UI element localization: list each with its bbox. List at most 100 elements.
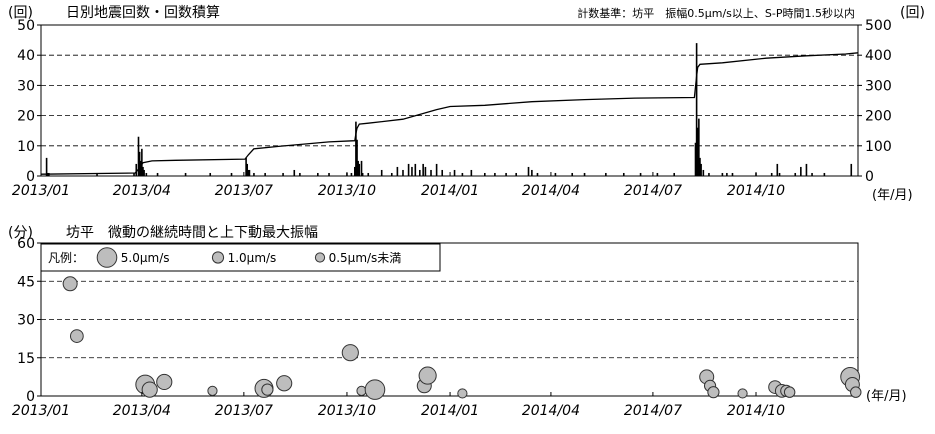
daily-count-bar: [424, 166, 427, 176]
daily-count-bar: [571, 172, 574, 176]
top-xtick-label: 2014/01: [421, 183, 479, 199]
top-xtick-label: 2013/04: [113, 183, 171, 199]
bottom-ytick-label: 60: [17, 236, 35, 252]
daily-count-bar: [361, 172, 364, 176]
daily-count-bar: [414, 163, 417, 176]
top-ylabel-right: (回): [900, 5, 925, 21]
top-y2tick-label: 400: [865, 48, 892, 64]
daily-count-bar: [184, 172, 187, 176]
legend-label: 0.5μm/s未満: [329, 251, 402, 265]
top-xtick-label: 2013/07: [215, 183, 273, 199]
daily-count-bar: [453, 169, 456, 176]
daily-count-bar: [245, 157, 247, 176]
daily-count-bar: [731, 172, 734, 176]
bottom-xtick-label: 2013/04: [113, 403, 171, 419]
daily-count-bar: [673, 172, 676, 176]
daily-count-bar: [721, 172, 724, 176]
bottom-ytick-label: 15: [17, 351, 35, 367]
top-y2tick-label: 100: [865, 139, 892, 155]
daily-count-bar: [137, 136, 140, 176]
tremor-point: [364, 379, 386, 400]
top-ytick-label: 30: [17, 78, 35, 94]
tremor-point: [141, 381, 158, 398]
daily-count-bar: [702, 169, 705, 176]
daily-count-bar: [639, 172, 642, 176]
daily-count-bar: [776, 163, 779, 176]
daily-count-bar: [531, 169, 533, 176]
daily-count-bar: [461, 172, 464, 176]
daily-count-bar: [419, 169, 421, 176]
daily-count-bar: [138, 151, 141, 176]
daily-count-bar: [282, 172, 284, 176]
daily-count-bar: [494, 172, 496, 176]
daily-count-bar: [696, 127, 699, 176]
top-gridlines: [41, 54, 858, 147]
daily-count-bar: [142, 166, 144, 176]
daily-count-bar: [246, 163, 249, 176]
legend-marker: [96, 247, 118, 268]
daily-count-bar: [656, 172, 659, 176]
daily-count-bar: [805, 163, 808, 176]
daily-count-bar: [367, 172, 370, 176]
daily-count-bar: [484, 172, 486, 176]
daily-count-bar: [264, 172, 266, 176]
daily-count-bar: [811, 172, 813, 176]
daily-count-bar: [800, 166, 802, 176]
bottom-xtick-label: 2013/07: [215, 403, 273, 419]
bottom-y-ticks: 0 15 30 45 60: [17, 236, 41, 405]
top-x-ticks: 2013/01 2013/04 2013/07 2013/10 2014/01 2014/…: [12, 172, 785, 199]
tremor-point: [356, 385, 367, 397]
tremor-point: [261, 383, 274, 396]
top-xtick-label: 2013/10: [318, 183, 376, 199]
tremor-point: [70, 329, 84, 343]
bottom-ytick-label: 0: [26, 389, 35, 405]
daily-count-bar: [422, 163, 424, 176]
top-cumulative-line: [40, 52, 859, 175]
daily-count-bar: [358, 163, 361, 176]
bottom-gridlines: [41, 280, 858, 359]
daily-count-bar: [355, 121, 357, 176]
daily-count-bar: [435, 163, 438, 176]
daily-count-bar: [554, 172, 557, 176]
daily-count-bar: [470, 169, 473, 176]
top-y2tick-label: 300: [865, 78, 892, 94]
top-y2-ticks: 0 100 200 300 400 500: [858, 18, 892, 185]
daily-count-bar: [353, 166, 356, 176]
tremor-point: [156, 373, 173, 391]
daily-count-bar: [850, 163, 853, 176]
daily-count-bar: [356, 139, 358, 176]
top-y2tick-label: 500: [865, 18, 892, 34]
daily-count-bar: [515, 172, 517, 176]
top-ytick-label: 20: [17, 109, 35, 125]
daily-count-bar: [96, 172, 98, 176]
daily-count-bar: [505, 172, 507, 176]
legend-marker: [314, 252, 326, 263]
daily-count-bar: [299, 172, 301, 176]
daily-count-bar: [708, 172, 710, 176]
daily-count-bar: [253, 172, 255, 176]
daily-count-bar: [317, 172, 319, 176]
bottom-ylabel: (分): [8, 225, 33, 241]
daily-count-bar: [133, 172, 135, 176]
daily-count-bar: [430, 169, 432, 176]
top-xtick-label: 2014/10: [727, 183, 785, 199]
daily-count-bar: [778, 172, 781, 176]
top-xtick-label: 2014/04: [522, 183, 580, 199]
daily-count-bar: [156, 172, 159, 176]
daily-count-bar: [583, 172, 586, 176]
top-ylabel-left: (回): [8, 5, 33, 21]
tremor-point: [737, 388, 748, 399]
tremor-point: [62, 276, 78, 292]
daily-count-bar: [699, 157, 701, 176]
daily-count-bar: [605, 172, 607, 176]
bottom-x-unit: (年/月): [866, 389, 907, 404]
daily-count-bar: [247, 169, 250, 176]
daily-count-bar: [402, 169, 404, 176]
top-daily-bars: [45, 43, 853, 177]
daily-count-bar: [622, 172, 625, 176]
daily-count-bar: [698, 118, 700, 176]
bottom-xtick-label: 2013/01: [12, 403, 70, 419]
daily-count-bar: [700, 163, 702, 176]
tremor-point: [707, 386, 720, 399]
bottom-x-ticks: 2013/01 2013/04 2013/07 2013/10 2014/01 2014/…: [12, 392, 785, 419]
